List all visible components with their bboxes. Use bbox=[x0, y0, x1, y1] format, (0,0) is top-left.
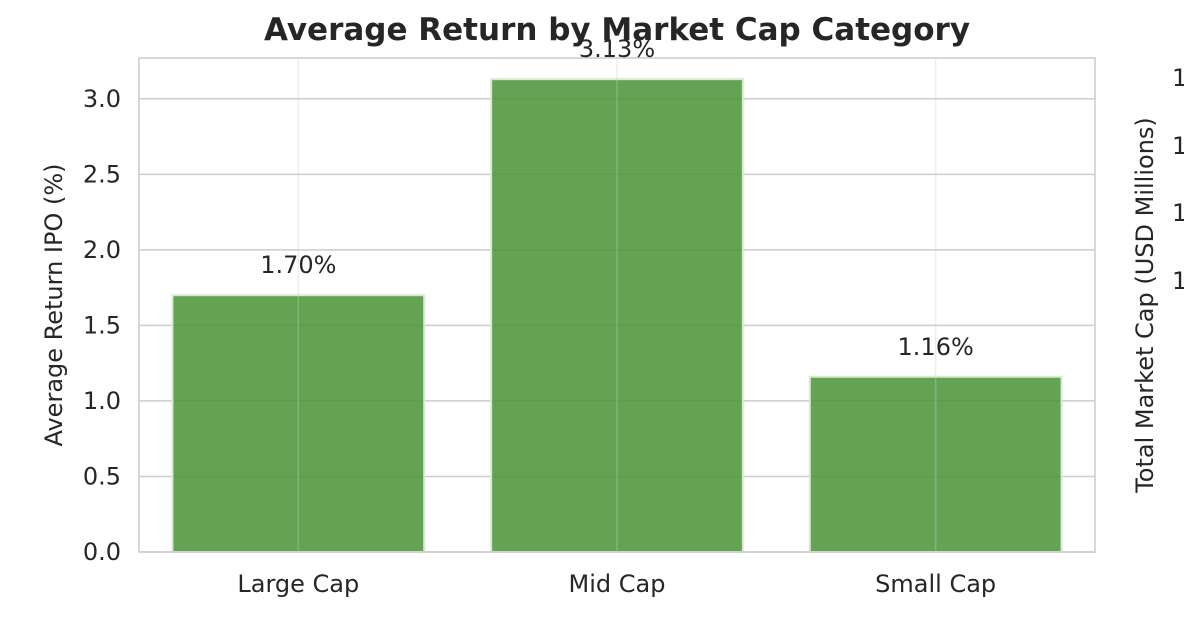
x-tick-label: Mid Cap bbox=[569, 570, 666, 598]
x-tick-label: Large Cap bbox=[237, 570, 359, 598]
y-tick-label: 2.0 bbox=[83, 236, 121, 264]
secondary-y-tick-label: 1 bbox=[1172, 267, 1184, 295]
secondary-y-axis-ticks: 1 1 1 1 bbox=[1172, 64, 1184, 295]
y-tick-label: 1.5 bbox=[83, 311, 121, 339]
y-tick-label: 0.5 bbox=[83, 462, 121, 490]
secondary-y-axis-label: Total Market Cap (USD Millions) bbox=[1131, 117, 1159, 494]
data-label: 1.16% bbox=[898, 333, 974, 361]
y-tick-label: 3.0 bbox=[83, 85, 121, 113]
chart-title: Average Return by Market Cap Category bbox=[264, 12, 970, 48]
data-label: 1.70% bbox=[260, 251, 336, 279]
bar bbox=[490, 78, 744, 554]
x-axis-ticks: Large Cap Mid Cap Small Cap bbox=[237, 570, 996, 598]
bar bbox=[171, 294, 426, 553]
y-axis-label: Average Return IPO (%) bbox=[40, 163, 68, 446]
x-tick-label: Small Cap bbox=[875, 570, 996, 598]
secondary-y-tick-label: 1 bbox=[1172, 199, 1184, 227]
y-tick-label: 0.0 bbox=[83, 538, 121, 566]
vertical-gridlines bbox=[297, 58, 937, 552]
y-axis-ticks: 0.0 0.5 1.0 1.5 2.0 2.5 3.0 bbox=[83, 85, 121, 566]
secondary-y-tick-label: 1 bbox=[1172, 64, 1184, 92]
plot-frame bbox=[138, 57, 1096, 553]
secondary-y-tick-label: 1 bbox=[1172, 132, 1184, 160]
y-tick-label: 2.5 bbox=[83, 160, 121, 188]
data-labels: 1.70% 3.13% 1.16% bbox=[260, 35, 974, 361]
data-label: 3.13% bbox=[579, 35, 655, 63]
y-tick-label: 1.0 bbox=[83, 387, 121, 415]
